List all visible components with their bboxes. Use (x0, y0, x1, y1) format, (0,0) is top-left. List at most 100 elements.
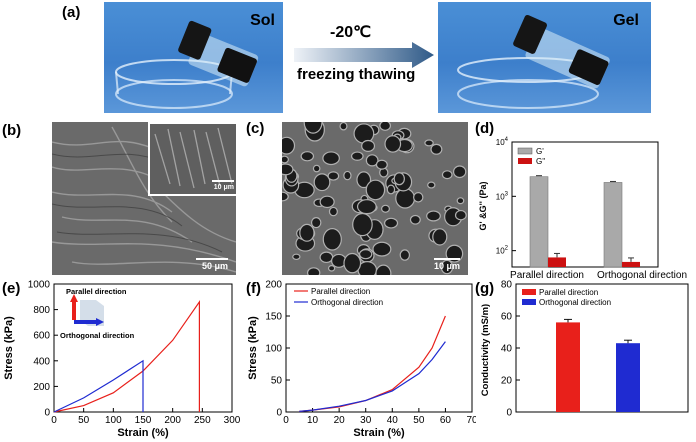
sol-vial-illustration (115, 20, 259, 109)
sol-label: Sol (250, 12, 275, 29)
sem-pore (395, 188, 416, 209)
ytick-label: 20 (501, 376, 513, 387)
ytick-label: 150 (265, 312, 282, 323)
inset-scale-bar (212, 180, 234, 182)
chart-e-xlabel: Strain (%) (117, 427, 169, 439)
chart-f-ylabel: Stress (kPa) (247, 316, 259, 380)
xtick-label: 70 (466, 415, 476, 426)
sem-pore (343, 252, 362, 274)
sem-pore (319, 251, 334, 264)
panel-label-d: (d) (475, 120, 495, 137)
sem-pore (427, 181, 436, 189)
series-line (299, 341, 446, 412)
series-line (299, 315, 446, 412)
gel-label: Gel (613, 12, 639, 29)
sem-pore (312, 164, 321, 173)
chart-d-ytick: 104 (496, 137, 509, 147)
sem-pore (456, 197, 465, 205)
chart-e-ylabel: Stress (kPa) (3, 316, 15, 380)
sem-pore (356, 171, 372, 189)
inset-label-orthogonal: Orthogonal direction (60, 331, 135, 340)
ytick-label: 600 (33, 331, 50, 342)
sem-pore (322, 151, 340, 166)
sem-pore (322, 228, 342, 251)
sem-pore (356, 199, 377, 215)
sem-image-orthogonal: 10 μm (282, 122, 468, 275)
sem-pore (365, 179, 386, 201)
sem-pore (328, 206, 338, 217)
conductivity-bar (616, 343, 640, 412)
ytick-label: 0 (506, 408, 512, 419)
xtick-label: 0 (51, 415, 57, 426)
sem-pore (454, 209, 467, 221)
legend-label-g-double-prime: G'' (536, 157, 546, 166)
legend-label-orthogonal-g: Orthogonal direction (539, 298, 611, 307)
chart-d-ytick: 103 (496, 191, 509, 201)
scale-bar-b (196, 258, 228, 260)
ytick-label: 200 (265, 280, 282, 291)
sem-pore (352, 212, 373, 237)
chart-d-frame (511, 141, 659, 268)
chart-d-ytick: 102 (496, 246, 509, 256)
xtick-label: 200 (164, 415, 181, 426)
sem-pore (299, 223, 315, 242)
inset-scale-bar-label: 10 μm (213, 184, 234, 191)
ytick-label: 400 (33, 356, 50, 367)
sem-pore (452, 165, 467, 179)
process-label: freezing thawing (297, 66, 416, 83)
xtick-label: 50 (413, 415, 425, 426)
sem-pore (409, 214, 421, 225)
bar-g-double-prime (622, 261, 640, 267)
sem-pore (358, 249, 373, 260)
sem-pore (399, 249, 411, 261)
orientation-inset (70, 294, 104, 326)
xtick-label: 10 (307, 415, 319, 426)
legend-label-orthogonal-f: Orthogonal direction (311, 298, 383, 307)
legend-swatch-g-double-prime (518, 158, 532, 164)
scale-bar-c (434, 258, 460, 260)
legend-swatch-orthogonal-g (522, 299, 536, 305)
sem-pore (375, 264, 392, 275)
sem-pore (306, 267, 321, 275)
scale-bar-label-c: 10 μm (433, 261, 460, 271)
sem-pore (282, 163, 294, 176)
ytick-label: 200 (33, 382, 50, 393)
sem-pore (384, 217, 399, 229)
sem-pore (361, 139, 376, 153)
sem-pore (292, 253, 301, 261)
sem-pore (327, 171, 340, 181)
conductivity-bar (556, 322, 580, 412)
sem-pore (303, 122, 323, 134)
chart-d: 102 103 104 G' &G'' (Pa) G' G'' Parallel d… (478, 137, 687, 281)
panel-label-b: (b) (2, 122, 22, 139)
ytick-label: 60 (501, 312, 513, 323)
sem-pore (313, 173, 331, 192)
xtick-label: 150 (135, 415, 152, 426)
sem-inset-texture (154, 127, 233, 189)
sem-pore (426, 210, 441, 222)
sem-pore (300, 151, 315, 162)
chart-e: 0 50 100 150 200 250 300 0 200 400 600 800 1000 Stre… (3, 280, 241, 440)
sem-pore (393, 172, 405, 186)
chart-g: 0 20 40 60 80 Conductivity (mS/m) Parallel d… (480, 280, 689, 419)
sem-pore (381, 204, 390, 213)
sem-pore (384, 135, 402, 153)
sem-pore (310, 217, 322, 229)
legend-label-parallel-g: Parallel direction (539, 288, 598, 297)
sem-pore (282, 136, 296, 155)
sem-pore (372, 241, 392, 257)
xtick-label: 60 (440, 415, 452, 426)
sem-pore (386, 184, 396, 195)
xtick-label: 20 (334, 415, 346, 426)
xtick-label: 50 (78, 415, 90, 426)
sem-pore (432, 228, 448, 246)
sem-pore (282, 155, 289, 164)
chart-g-ylabel: Conductivity (mS/m) (480, 304, 491, 396)
sem-inset: 10 μm (148, 122, 236, 196)
ytick-label: 100 (265, 344, 282, 355)
series-line (53, 359, 144, 413)
panel-label-a: (a) (62, 4, 81, 21)
legend-label-parallel-f: Parallel direction (311, 287, 370, 296)
sem-pore (339, 122, 348, 131)
ytick-label: 800 (33, 305, 50, 316)
